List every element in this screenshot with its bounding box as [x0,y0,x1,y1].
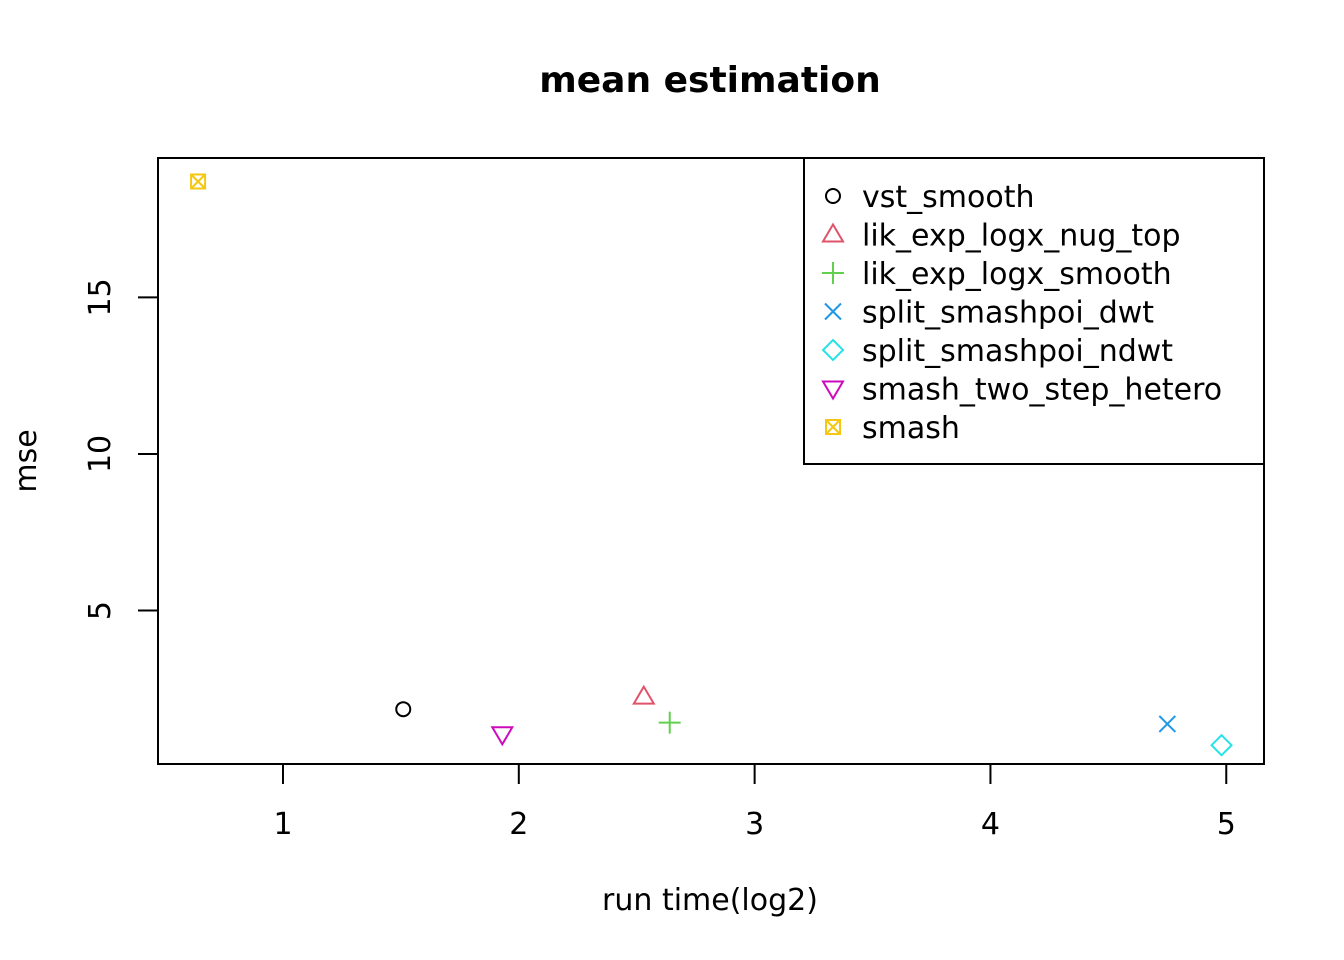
legend-marker-smash-two-step-hetero [821,380,845,401]
x-tick-label: 5 [1217,807,1236,842]
x-tick-label: 1 [273,807,292,842]
y-tick-label: 10 [83,435,118,473]
legend-marker-split-smashpoi-ndwt [821,338,845,362]
legend-label: lik_exp_logx_nug_top [862,219,1181,254]
x-axis: 1 2 3 4 5 [273,764,1236,842]
point-vst-smooth [395,701,412,718]
legend-marker-split-smashpoi-dwt [824,302,842,321]
y-axis-label: mse [9,429,44,492]
point-lik-exp-logx-nug-top [632,684,656,705]
y-axis: 5 10 15 [83,278,158,620]
legend-box [803,157,1265,465]
x-tick-label: 4 [981,807,1000,842]
legend-marker-vst-smooth [825,188,841,204]
legend-label: smash_two_step_hetero [862,373,1222,408]
point-split-smashpoi-dwt [1158,715,1177,733]
legend-marker-smash [825,419,841,435]
x-axis-label: run time(log2) [602,883,818,918]
point-lik-exp-logx-smooth [658,711,681,734]
point-split-smashpoi-ndwt [1210,733,1233,757]
x-tick-label: 3 [745,807,764,842]
point-smash-two-step-hetero [490,726,515,747]
legend-label: split_smashpoi_ndwt [862,334,1173,369]
legend: vst_smooth lik_exp_logx_nug_toplik_exp_lo… [803,157,1265,465]
y-tick-label: 15 [83,278,118,316]
legend-label: vst_smooth [862,180,1035,215]
chart-title: mean estimation [539,60,881,101]
legend-marker-lik-exp-logx-nug-top [821,222,845,243]
data-points [190,173,1233,757]
point-smash [190,173,207,190]
x-tick-label: 2 [509,807,528,842]
legend-label: smash [862,411,960,446]
legend-label: split_smashpoi_dwt [862,296,1154,331]
y-tick-label: 5 [83,601,118,620]
legend-label: lik_exp_logx_smooth [862,257,1172,292]
legend-marker-lik-exp-logx-smooth [822,262,844,284]
